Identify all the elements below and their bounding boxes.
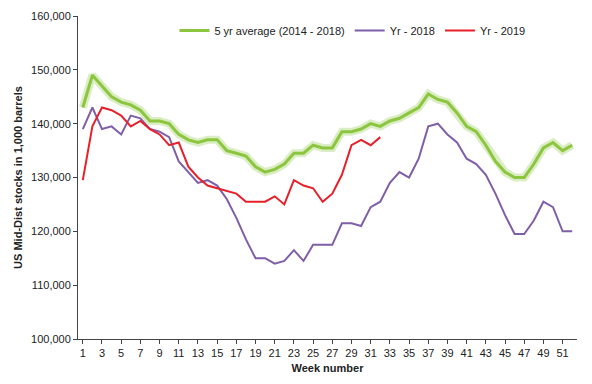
- svg-text:45: 45: [499, 347, 511, 359]
- svg-text:17: 17: [230, 347, 242, 359]
- svg-text:15: 15: [211, 347, 223, 359]
- svg-text:47: 47: [518, 347, 530, 359]
- svg-text:Yr - 2019: Yr - 2019: [480, 25, 525, 37]
- svg-text:31: 31: [365, 347, 377, 359]
- svg-text:130,000: 130,000: [31, 171, 71, 183]
- svg-text:13: 13: [192, 347, 204, 359]
- svg-text:21: 21: [269, 347, 281, 359]
- svg-text:29: 29: [345, 347, 357, 359]
- svg-text:49: 49: [537, 347, 549, 359]
- svg-text:41: 41: [461, 347, 473, 359]
- svg-text:160,000: 160,000: [31, 10, 71, 22]
- svg-text:140,000: 140,000: [31, 118, 71, 130]
- svg-text:25: 25: [307, 347, 319, 359]
- svg-text:51: 51: [556, 347, 568, 359]
- svg-text:23: 23: [288, 347, 300, 359]
- svg-text:110,000: 110,000: [32, 279, 71, 291]
- svg-text:100,000: 100,000: [31, 333, 71, 345]
- svg-text:39: 39: [441, 347, 453, 359]
- svg-text:7: 7: [137, 347, 143, 359]
- svg-text:Week number: Week number: [292, 362, 365, 374]
- svg-text:43: 43: [480, 347, 492, 359]
- svg-text:19: 19: [249, 347, 261, 359]
- svg-text:150,000: 150,000: [31, 64, 71, 76]
- svg-text:5: 5: [118, 347, 124, 359]
- svg-text:US Mid-Dist stocks in 1,000 ba: US Mid-Dist stocks in 1,000 barrels: [12, 86, 24, 269]
- svg-text:5 yr average (2014 - 2018): 5 yr average (2014 - 2018): [214, 25, 344, 37]
- svg-text:33: 33: [384, 347, 396, 359]
- svg-text:11: 11: [173, 347, 184, 359]
- svg-text:3: 3: [99, 347, 105, 359]
- svg-text:120,000: 120,000: [31, 225, 71, 237]
- svg-text:9: 9: [157, 347, 163, 359]
- svg-text:1: 1: [80, 347, 86, 359]
- svg-text:37: 37: [422, 347, 434, 359]
- svg-text:27: 27: [326, 347, 338, 359]
- svg-text:Yr - 2018: Yr - 2018: [390, 25, 435, 37]
- svg-text:35: 35: [403, 347, 415, 359]
